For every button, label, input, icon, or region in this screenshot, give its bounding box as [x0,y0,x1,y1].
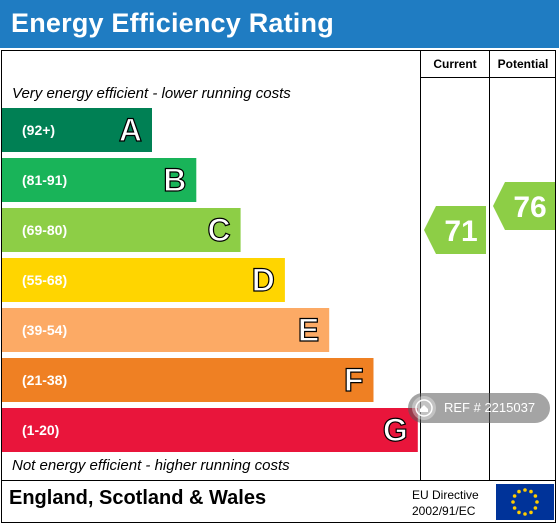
eu-star [512,494,517,498]
eu-star [512,506,517,510]
directive-line-2: 2002/91/EC [412,504,476,518]
band-letter: C [207,212,230,248]
bottom-note: Not energy efficient - higher running co… [12,457,290,474]
potential-column-header: Potential [497,57,549,71]
eu-star [523,488,527,492]
band-e: (39-54) E [2,308,330,352]
band-bar [2,358,374,402]
band-range-label: (81-91) [22,172,67,188]
band-range-label: (39-54) [22,322,67,338]
band-bar [2,158,197,202]
band-range-label: (1-20) [22,422,59,438]
band-range-label: (69-80) [22,222,67,238]
eu-star [523,512,527,516]
footer-divider [1,480,556,481]
eu-star [533,494,538,498]
band-b: (81-91) B [2,158,197,202]
potential-rating-arrow-value: 76 [513,191,546,224]
band-g: (1-20) G [2,408,418,452]
band-letter: F [344,362,364,398]
band-range-label: (92+) [22,122,55,138]
chart-frame [1,50,556,523]
directive-line-1: EU Directive [412,488,479,502]
band-d: (55-68) D [2,258,285,302]
band-letter: A [119,112,142,148]
current-column-header: Current [433,57,477,71]
eu-directive: EU Directive 2002/91/EC [412,487,479,519]
reference-text: REF # 2215037 [444,400,536,415]
home-icon [412,396,436,420]
band-a: (92+) A [2,108,152,152]
eu-star [535,500,539,504]
top-note: Very energy efficient - lower running co… [12,85,291,102]
potential-rating-arrow-shape [493,182,555,230]
column-header-divider [420,77,556,78]
band-c: (69-80) C [2,208,241,252]
eu-star [517,489,521,494]
current-rating-arrow-value: 71 [444,215,477,248]
eu-star [517,510,521,515]
band-bar [2,108,152,152]
band-bar [2,208,241,252]
band-f: (21-38) F [2,358,374,402]
band-letter: B [163,162,186,198]
reference-badge: REF # 2215037 [408,393,550,423]
header-bar: Energy Efficiency Rating [0,0,559,48]
page-title: Energy Efficiency Rating [11,8,334,38]
eu-star [511,500,515,504]
band-range-label: (21-38) [22,372,67,388]
eu-star [533,506,538,510]
band-letter: G [383,412,408,448]
current-column-divider [420,50,421,480]
band-letter: D [252,262,275,298]
potential-column-divider [489,50,490,480]
region-label: England, Scotland & Wales [9,487,267,509]
band-letter: E [298,312,319,348]
potential-rating-arrow: 76 [493,182,555,230]
band-bar [2,258,285,302]
band-bar [2,308,330,352]
current-rating-arrow-shape [424,206,486,254]
eu-star [529,510,533,515]
eu-star [529,489,533,494]
band-range-label: (55-68) [22,272,67,288]
band-bar [2,408,418,452]
current-rating-arrow: 71 [424,206,486,254]
eu-flag-icon [496,484,554,520]
